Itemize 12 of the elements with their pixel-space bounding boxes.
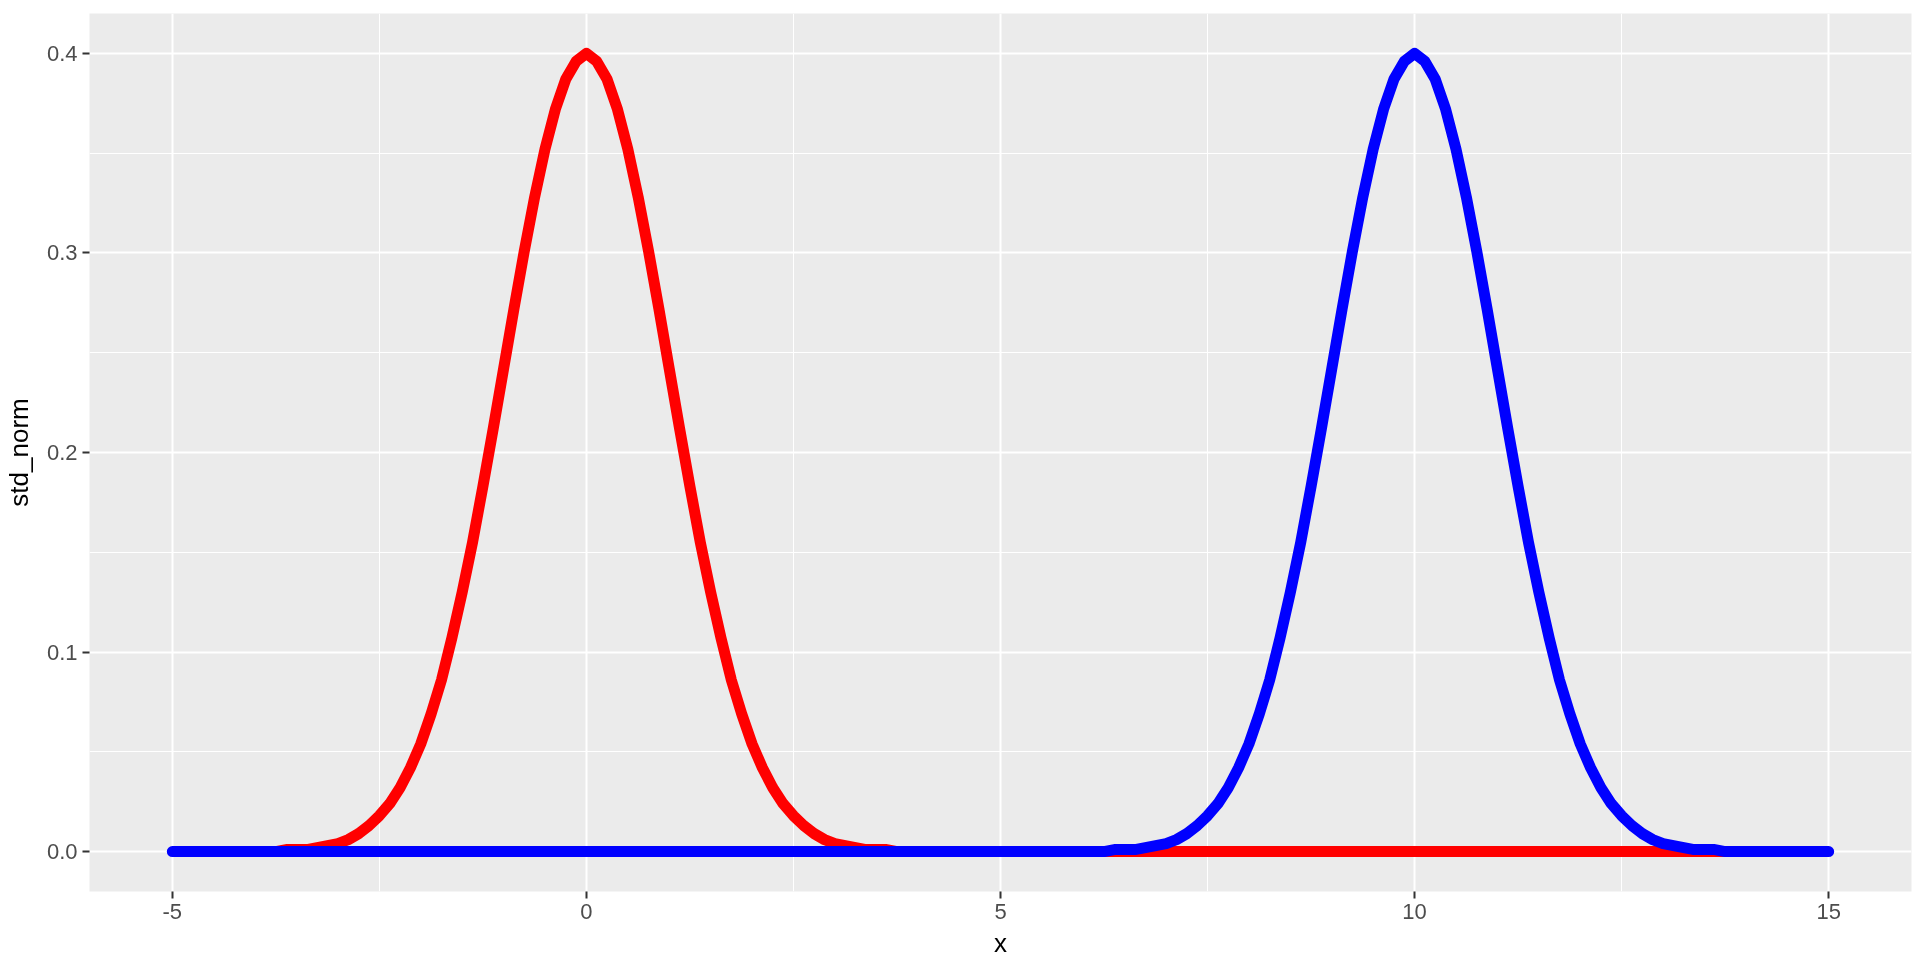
x-tick-label: 5 <box>994 898 1007 924</box>
x-tick-label: 15 <box>1816 898 1841 924</box>
x-tick-label: 10 <box>1402 898 1427 924</box>
x-axis-title: x <box>994 927 1007 958</box>
y-tick-label: 0.1 <box>46 639 78 665</box>
x-tick-label: -5 <box>162 898 183 924</box>
y-tick-label: 0.2 <box>46 440 78 465</box>
y-tick-label: 0.0 <box>46 839 78 865</box>
x-tick-label: 0 <box>580 898 593 924</box>
y-tick-label: 0.4 <box>46 40 78 66</box>
y-tick-label: 0.3 <box>46 240 78 266</box>
y-axis-title: std_norm <box>3 398 34 507</box>
